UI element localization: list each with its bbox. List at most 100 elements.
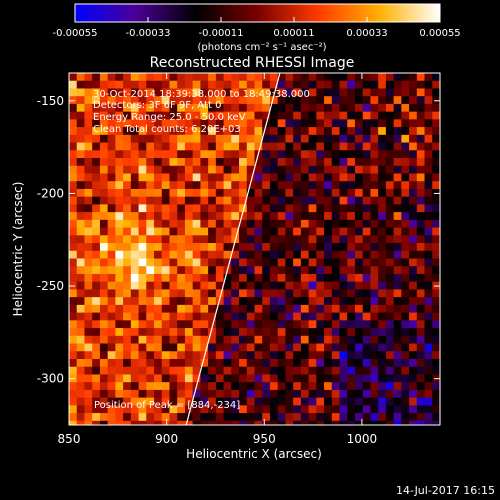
heatmap-cell — [215, 413, 224, 422]
heatmap-cell — [424, 127, 433, 136]
heatmap-cell — [424, 328, 433, 337]
heatmap-cell — [69, 103, 78, 113]
heatmap-cell — [223, 188, 232, 198]
heatmap-cell — [254, 258, 263, 267]
heatmap-cell — [331, 212, 340, 221]
heatmap-cell — [378, 204, 387, 213]
heatmap-cell — [308, 73, 317, 82]
heatmap-cell — [69, 73, 78, 82]
heatmap-cell — [409, 158, 418, 167]
heatmap-cell — [192, 173, 201, 182]
heatmap-cell — [223, 227, 232, 236]
heatmap-cell — [354, 235, 364, 244]
heatmap-cell — [308, 343, 317, 352]
heatmap-cell — [416, 150, 425, 159]
heatmap-cell — [231, 88, 240, 97]
heatmap-cell — [424, 389, 433, 399]
heatmap-cell — [362, 273, 371, 283]
heatmap-cell — [146, 258, 155, 267]
heatmap-cell — [138, 103, 147, 113]
heatmap-cell — [401, 134, 410, 143]
heatmap-cell — [184, 119, 194, 128]
heatmap-cell — [192, 351, 201, 360]
heatmap-cell — [169, 165, 178, 174]
heatmap-cell — [424, 289, 433, 298]
heatmap-cell — [316, 382, 325, 391]
heatmap-cell — [200, 358, 209, 368]
heatmap-cell — [331, 358, 340, 368]
heatmap-cell — [401, 204, 410, 213]
heatmap-cell — [223, 382, 232, 391]
heatmap-cell — [308, 250, 317, 259]
heatmap-cell — [246, 366, 255, 375]
heatmap-cell — [138, 165, 147, 174]
heatmap-cell — [308, 420, 317, 425]
heatmap-cell — [107, 312, 116, 321]
heatmap-cell — [138, 328, 147, 337]
heatmap-cell — [254, 374, 263, 383]
heatmap-cell — [269, 297, 279, 306]
heatmap-cell — [177, 235, 186, 244]
heatmap-cell — [76, 73, 85, 82]
heatmap-cell — [76, 150, 85, 159]
heatmap-cell — [69, 289, 78, 298]
heatmap-cell — [370, 397, 379, 406]
heatmap-cell — [184, 80, 194, 89]
heatmap-cell — [254, 219, 263, 228]
heatmap-cell — [362, 343, 371, 352]
heatmap-cell — [300, 258, 310, 267]
heatmap-cell — [378, 173, 387, 182]
heatmap-cell — [269, 88, 279, 97]
heatmap-cell — [208, 196, 217, 205]
heatmap-cell — [208, 304, 217, 314]
heatmap-cell — [324, 235, 333, 244]
heatmap-cell — [316, 397, 325, 406]
heatmap-cell — [130, 88, 139, 97]
heatmap-cell — [169, 289, 178, 298]
heatmap-cell — [161, 165, 170, 174]
heatmap-cell — [177, 96, 186, 105]
heatmap-cell — [300, 227, 310, 236]
heatmap-cell — [154, 188, 163, 198]
heatmap-cell — [130, 374, 139, 383]
heatmap-cell — [107, 173, 116, 182]
heatmap-cell — [269, 134, 279, 143]
heatmap-cell — [432, 343, 440, 352]
heatmap-cell — [370, 382, 379, 391]
heatmap-cell — [231, 173, 240, 182]
heatmap-cell — [409, 188, 418, 198]
heatmap-cell — [385, 382, 395, 391]
heatmap-cell — [107, 320, 116, 329]
heatmap-cell — [138, 96, 147, 105]
heatmap-cell — [424, 219, 433, 228]
heatmap-cell — [223, 73, 232, 82]
heatmap-cell — [401, 389, 410, 399]
heatmap-cell — [177, 219, 186, 228]
heatmap-cell — [246, 173, 255, 182]
heatmap-cell — [354, 382, 364, 391]
heatmap-cell — [293, 297, 302, 306]
heatmap-cell — [409, 273, 418, 283]
heatmap-cell — [277, 250, 286, 259]
heatmap-cell — [285, 304, 294, 314]
heatmap-cell — [285, 134, 294, 143]
heatmap-cell — [92, 188, 101, 198]
heatmap-cell — [246, 304, 255, 314]
heatmap-cell — [308, 405, 317, 414]
heatmap-cell — [285, 235, 294, 244]
heatmap-cell — [285, 150, 294, 159]
heatmap-cell — [208, 374, 217, 383]
heatmap-cell — [378, 366, 387, 375]
heatmap-cell — [393, 212, 402, 221]
heatmap-cell — [409, 297, 418, 306]
heatmap-cell — [254, 250, 263, 259]
heatmap-cell — [130, 73, 139, 82]
heatmap-cell — [239, 119, 248, 128]
heatmap-cell — [254, 266, 263, 275]
heatmap-cell — [269, 235, 279, 244]
heatmap-cell — [354, 281, 364, 290]
heatmap-cell — [130, 243, 139, 252]
heatmap-cell — [177, 374, 186, 383]
heatmap-cell — [401, 335, 410, 344]
heatmap-cell — [269, 328, 279, 337]
